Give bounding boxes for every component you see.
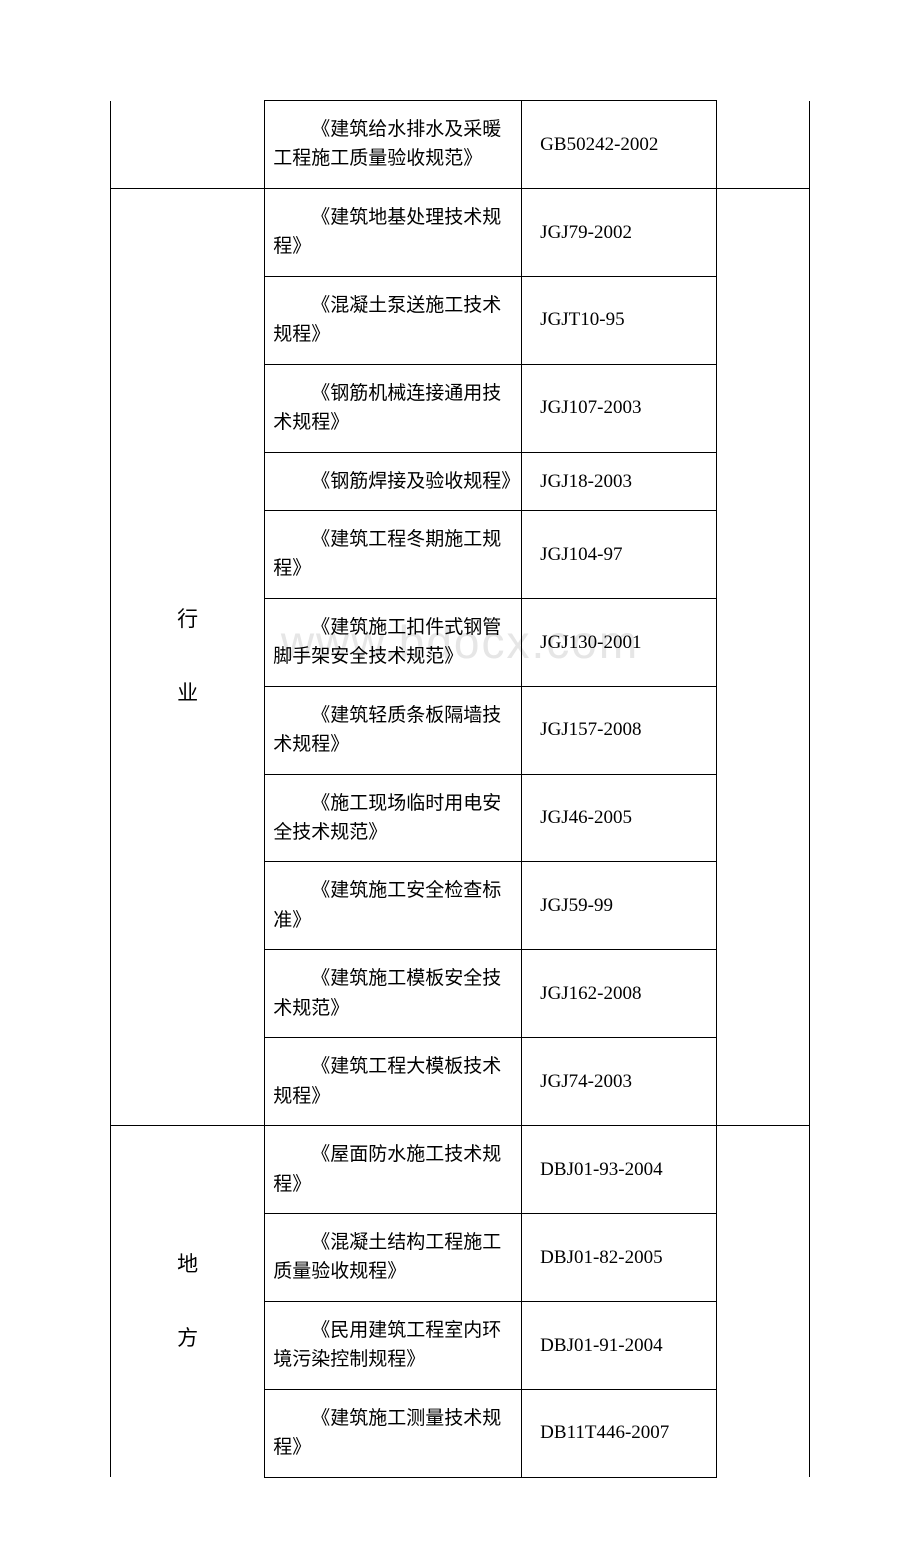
standard-code: JGJ162-2008: [522, 950, 717, 1038]
empty-cell: [717, 101, 810, 189]
category-char: 行: [119, 583, 256, 657]
category-char: 业: [119, 657, 256, 731]
standard-name: 《建筑轻质条板隔墙技术规程》: [265, 686, 522, 774]
category-char: 方: [119, 1302, 256, 1376]
standard-name: 《建筑给水排水及采暖工程施工质量验收规范》: [265, 101, 522, 189]
category-industry: 行 业: [111, 188, 265, 1125]
standard-code: DBJ01-91-2004: [522, 1301, 717, 1389]
category-char: 地: [119, 1228, 256, 1302]
standard-code: JGJT10-95: [522, 276, 717, 364]
standard-code: JGJ74-2003: [522, 1038, 717, 1126]
standard-name: 《建筑工程大模板技术规程》: [265, 1038, 522, 1126]
table-row: 《建筑给水排水及采暖工程施工质量验收规范》 GB50242-2002: [111, 101, 810, 189]
standard-code: JGJ79-2002: [522, 188, 717, 276]
standard-name: 《混凝土泵送施工技术规程》: [265, 276, 522, 364]
standard-name: 《建筑施工安全检查标准》: [265, 862, 522, 950]
standards-table: 《建筑给水排水及采暖工程施工质量验收规范》 GB50242-2002 行 业 《…: [110, 100, 810, 1478]
standard-code: JGJ157-2008: [522, 686, 717, 774]
category-local: 地 方: [111, 1126, 265, 1478]
page-container: 《建筑给水排水及采暖工程施工质量验收规范》 GB50242-2002 行 业 《…: [0, 0, 920, 1558]
category-cell-empty: [111, 101, 265, 189]
standard-name: 《钢筋机械连接通用技术规程》: [265, 364, 522, 452]
standard-name: 《钢筋焊接及验收规程》: [265, 452, 522, 510]
table-row: 地 方 《屋面防水施工技术规程》 DBJ01-93-2004: [111, 1126, 810, 1214]
empty-cell: [717, 1126, 810, 1478]
standard-code: DBJ01-93-2004: [522, 1126, 717, 1214]
standard-name: 《建筑工程冬期施工规程》: [265, 510, 522, 598]
standard-name: 《屋面防水施工技术规程》: [265, 1126, 522, 1214]
standard-name: 《民用建筑工程室内环境污染控制规程》: [265, 1301, 522, 1389]
standard-name: 《施工现场临时用电安全技术规范》: [265, 774, 522, 862]
table-row: 行 业 《建筑地基处理技术规程》 JGJ79-2002: [111, 188, 810, 276]
standard-code: JGJ59-99: [522, 862, 717, 950]
standard-code: GB50242-2002: [522, 101, 717, 189]
standard-name: 《建筑地基处理技术规程》: [265, 188, 522, 276]
standard-code: DB11T446-2007: [522, 1389, 717, 1477]
standard-code: JGJ107-2003: [522, 364, 717, 452]
standard-name: 《建筑施工扣件式钢管脚手架安全技术规范》: [265, 598, 522, 686]
standard-name: 《混凝土结构工程施工质量验收规程》: [265, 1213, 522, 1301]
standard-code: JGJ18-2003: [522, 452, 717, 510]
empty-cell: [717, 188, 810, 1125]
standard-code: JGJ130-2001: [522, 598, 717, 686]
standard-name: 《建筑施工模板安全技术规范》: [265, 950, 522, 1038]
standard-code: DBJ01-82-2005: [522, 1213, 717, 1301]
standard-code: JGJ46-2005: [522, 774, 717, 862]
standard-code: JGJ104-97: [522, 510, 717, 598]
standard-name: 《建筑施工测量技术规程》: [265, 1389, 522, 1477]
